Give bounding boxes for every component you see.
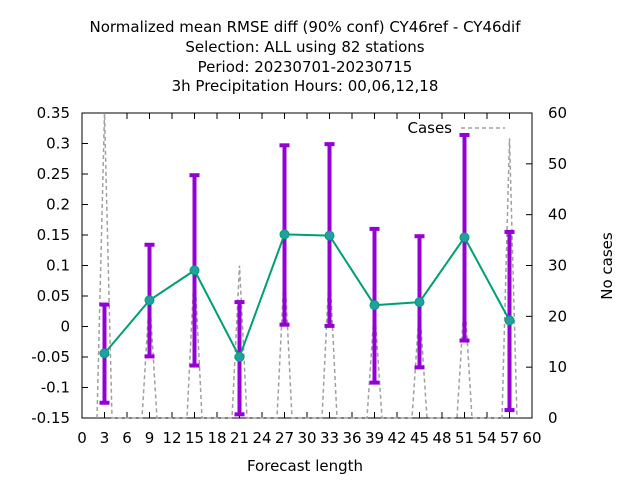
y-axis-right: 0 10 20 30 40 50 60 [526, 104, 567, 427]
x-tick-label: 33 [320, 429, 339, 447]
data-point [459, 232, 470, 243]
data-point [414, 297, 425, 308]
y-tick-label: 0.15 [37, 226, 70, 244]
main-series [99, 229, 515, 362]
y-tick-label: 0.1 [46, 257, 70, 275]
y-tick-label: -0.05 [31, 348, 70, 366]
data-point [144, 295, 155, 306]
x-tick-label: 12 [162, 429, 181, 447]
x-tick-label: 39 [365, 429, 384, 447]
x-tick-label: 21 [230, 429, 249, 447]
data-point [189, 265, 200, 276]
y-tick-label: 0 [60, 318, 70, 336]
data-point [279, 229, 290, 240]
y-tick-label: 0.25 [37, 165, 70, 183]
data-point [504, 315, 515, 326]
x-tick-label: 57 [500, 429, 519, 447]
y2-tick-label: 40 [548, 206, 567, 224]
y2-tick-label: 60 [548, 104, 567, 122]
x-tick-label: 60 [522, 429, 541, 447]
y2-tick-label: 50 [548, 155, 567, 173]
y2-tick-label: 10 [548, 358, 567, 376]
x-axis-label: Forecast length [247, 457, 363, 475]
chart-title: Normalized mean RMSE diff (90% conf) CY4… [89, 18, 521, 95]
cases-series [96, 112, 518, 419]
y-tick-label: 0.2 [46, 196, 70, 214]
x-tick-label: 42 [387, 429, 406, 447]
legend-label-cases: Cases [407, 119, 452, 137]
y2-axis-label: No cases [598, 232, 616, 300]
x-tick-label: 9 [145, 429, 155, 447]
y-axis-left: -0.15 -0.1 -0.05 0 0.05 0.1 0.15 0.2 0.25 0.3 0.35 [31, 104, 88, 427]
x-tick-label: 0 [77, 429, 87, 447]
x-tick-label: 27 [275, 429, 294, 447]
x-tick-label: 54 [477, 429, 496, 447]
y-tick-label: 0.3 [46, 135, 70, 153]
error-bars [99, 132, 515, 417]
y-tick-label: 0.05 [37, 287, 70, 305]
y2-tick-label: 30 [548, 257, 567, 275]
x-tick-label: 45 [410, 429, 429, 447]
x-tick-label: 6 [122, 429, 132, 447]
x-tick-label: 51 [455, 429, 474, 447]
y2-tick-label: 20 [548, 307, 567, 325]
data-point [324, 230, 335, 241]
x-tick-label: 24 [252, 429, 271, 447]
y-tick-label: -0.15 [31, 409, 70, 427]
title-line-4: 3h Precipitation Hours: 00,06,12,18 [172, 77, 439, 95]
x-tick-label: 48 [432, 429, 451, 447]
data-point [369, 300, 380, 311]
data-point [99, 348, 110, 359]
title-line-3: Period: 20230701-20230715 [198, 58, 413, 76]
x-tick-label: 30 [297, 429, 316, 447]
x-tick-label: 36 [342, 429, 361, 447]
x-axis: 0 3 6 9 12 15 18 21 24 27 30 33 36 39 42 45 48 51 54 57 60 [77, 113, 542, 447]
cases-line [96, 112, 518, 419]
data-point [234, 352, 245, 362]
x-tick-label: 3 [100, 429, 110, 447]
title-line-2: Selection: ALL using 82 stations [185, 38, 424, 56]
series-line [103, 233, 511, 360]
x-tick-label: 18 [207, 429, 226, 447]
x-tick-label: 15 [185, 429, 204, 447]
y-tick-label: 0.35 [37, 104, 70, 122]
title-line-1: Normalized mean RMSE diff (90% conf) CY4… [89, 18, 521, 36]
y-tick-label: -0.1 [41, 379, 70, 397]
legend: Cases [407, 119, 505, 137]
y2-tick-label: 0 [548, 409, 558, 427]
